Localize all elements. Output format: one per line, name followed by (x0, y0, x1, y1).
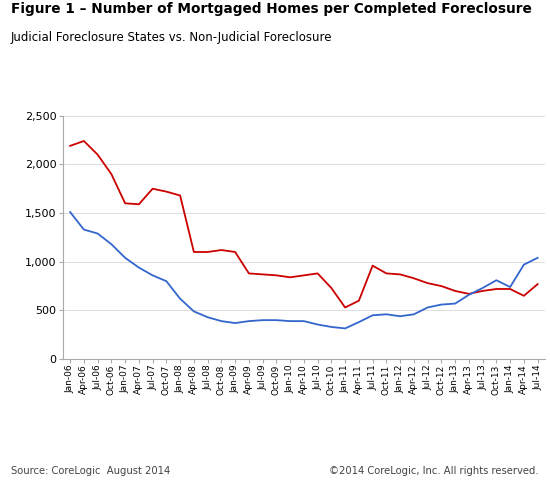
Non-Judicial (260, 317, 266, 323)
Non-Judicial (479, 285, 486, 291)
Non-Judicial (507, 284, 514, 290)
Non-Judicial (245, 318, 252, 324)
Judicial (315, 270, 321, 276)
Judicial (535, 281, 541, 287)
Judicial (328, 285, 334, 291)
Non-Judicial (383, 311, 389, 317)
Non-Judicial (315, 321, 321, 327)
Judicial (122, 201, 129, 206)
Non-Judicial (95, 230, 101, 236)
Non-Judicial (150, 272, 156, 278)
Judicial (135, 201, 142, 207)
Text: Figure 1 – Number of Mortgaged Homes per Completed Foreclosure: Figure 1 – Number of Mortgaged Homes per… (11, 2, 532, 16)
Non-Judicial (67, 209, 74, 215)
Judicial (232, 249, 239, 255)
Non-Judicial (438, 302, 444, 308)
Non-Judicial (397, 313, 404, 319)
Non-Judicial (342, 325, 349, 331)
Judicial (150, 186, 156, 191)
Non-Judicial (205, 314, 211, 320)
Judicial (493, 286, 499, 292)
Judicial (163, 189, 169, 195)
Judicial (438, 283, 444, 289)
Judicial (425, 280, 431, 286)
Judicial (177, 193, 184, 199)
Judicial (287, 274, 294, 280)
Non-Judicial (108, 241, 115, 247)
Judicial (67, 143, 74, 149)
Judicial (260, 271, 266, 277)
Non-Judicial (190, 308, 197, 314)
Non-Judicial (493, 277, 499, 283)
Non-Judicial (328, 324, 334, 330)
Non-Judicial (135, 265, 142, 270)
Judicial (479, 288, 486, 294)
Non-Judicial (535, 255, 541, 261)
Judicial (465, 291, 472, 297)
Judicial (370, 263, 376, 268)
Non-Judicial (80, 227, 87, 232)
Judicial (520, 293, 527, 299)
Text: ©2014 CoreLogic, Inc. All rights reserved.: ©2014 CoreLogic, Inc. All rights reserve… (329, 466, 539, 476)
Non-Judicial (300, 318, 307, 324)
Judicial (397, 271, 404, 277)
Non-Judicial (452, 301, 459, 307)
Non-Judicial (163, 278, 169, 284)
Non-Judicial (520, 262, 527, 268)
Judicial (355, 298, 362, 304)
Non-Judicial (355, 319, 362, 325)
Line: Judicial: Judicial (70, 141, 538, 308)
Judicial (95, 152, 101, 158)
Non-Judicial (287, 318, 294, 324)
Judicial (190, 249, 197, 255)
Non-Judicial (425, 305, 431, 310)
Line: Non-Judicial: Non-Judicial (70, 212, 538, 328)
Judicial (273, 272, 279, 278)
Judicial (218, 247, 225, 253)
Non-Judicial (410, 311, 417, 317)
Judicial (410, 275, 417, 281)
Judicial (342, 305, 349, 310)
Judicial (507, 286, 514, 292)
Judicial (205, 249, 211, 255)
Judicial (80, 138, 87, 144)
Non-Judicial (370, 312, 376, 318)
Judicial (452, 288, 459, 294)
Non-Judicial (273, 317, 279, 323)
Non-Judicial (218, 318, 225, 324)
Judicial (108, 171, 115, 177)
Judicial (383, 270, 389, 276)
Text: Source: CoreLogic  August 2014: Source: CoreLogic August 2014 (11, 466, 170, 476)
Text: Judicial Foreclosure States vs. Non-Judicial Foreclosure: Judicial Foreclosure States vs. Non-Judi… (11, 31, 333, 44)
Non-Judicial (232, 320, 239, 326)
Non-Judicial (465, 292, 472, 298)
Non-Judicial (122, 255, 129, 261)
Judicial (245, 270, 252, 276)
Judicial (300, 272, 307, 278)
Non-Judicial (177, 296, 184, 302)
